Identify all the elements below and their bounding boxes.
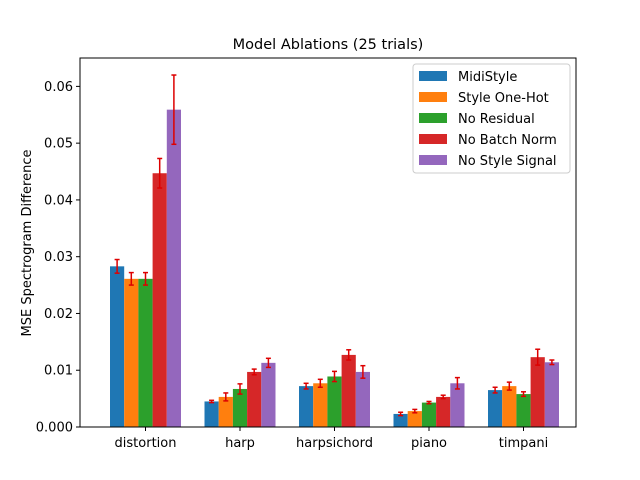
x-tick-label: harp xyxy=(225,436,255,451)
bar xyxy=(218,396,233,427)
y-tick-label: 0.01 xyxy=(44,364,73,379)
bar xyxy=(110,266,125,427)
legend-label: MidiStyle xyxy=(458,70,517,85)
bar xyxy=(152,173,167,427)
legend-swatch xyxy=(419,92,447,102)
bar xyxy=(407,411,422,427)
bar xyxy=(313,383,328,427)
bar xyxy=(299,386,314,427)
x-tick-label: harpsichord xyxy=(296,436,373,451)
legend-label: No Residual xyxy=(458,112,535,127)
bar xyxy=(488,390,503,427)
bar xyxy=(421,402,437,427)
chart-title: Model Ablations (25 trials) xyxy=(233,37,424,53)
bar xyxy=(544,362,559,427)
legend-swatch xyxy=(419,155,447,165)
y-tick-label: 0.02 xyxy=(44,307,73,322)
x-tick-label: distortion xyxy=(115,436,177,451)
bar xyxy=(232,388,248,427)
bar xyxy=(450,383,465,427)
legend-swatch xyxy=(419,71,447,81)
bar xyxy=(204,401,219,427)
bar xyxy=(138,278,153,427)
bar xyxy=(393,413,408,427)
bar xyxy=(166,109,181,427)
legend-swatch xyxy=(419,113,447,123)
x-tick-label: timpani xyxy=(499,436,548,451)
bar xyxy=(124,278,139,427)
legend-box xyxy=(412,63,571,174)
plot-frame xyxy=(79,57,577,428)
bar xyxy=(247,371,262,427)
y-axis-label: MSE Spectrogram Difference xyxy=(20,150,35,337)
bars-layer xyxy=(110,109,559,427)
x-tick-label: piano xyxy=(411,436,447,451)
legend-swatch xyxy=(419,134,447,144)
axes-layer: 0.000 0.01 0.02 0.03 0.04 0.05 0.06 distortion h… xyxy=(36,57,577,451)
bar xyxy=(502,386,517,427)
y-tick-label: 0.04 xyxy=(44,193,73,208)
y-tick-label: 0.000 xyxy=(36,421,73,436)
bar xyxy=(436,396,451,427)
y-tick-label: 0.03 xyxy=(44,250,73,265)
legend-label: No Batch Norm xyxy=(458,133,557,148)
bar xyxy=(341,354,356,427)
y-tick-label: 0.05 xyxy=(44,137,73,152)
bar xyxy=(355,371,370,427)
legend-label: No Style Signal xyxy=(458,154,557,169)
legend: MidiStyle Style One-Hot No Residual No Batc… xyxy=(412,63,571,174)
bar xyxy=(261,362,276,427)
bar xyxy=(516,394,531,427)
legend-label: Style One-Hot xyxy=(458,91,549,106)
y-tick-label: 0.06 xyxy=(44,80,73,95)
bar xyxy=(327,376,342,427)
error-bars-layer xyxy=(114,74,555,417)
bar xyxy=(530,357,545,427)
